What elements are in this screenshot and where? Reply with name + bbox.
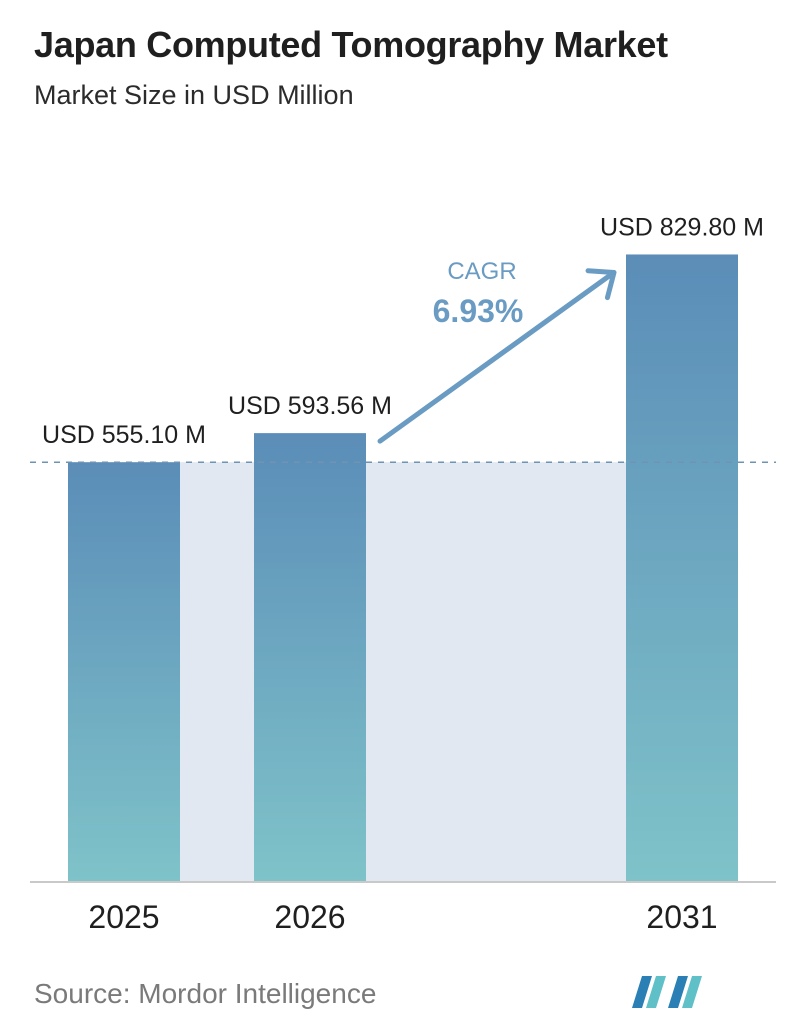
x-tick-2031: 2031 (646, 899, 717, 935)
bar-2026 (254, 433, 366, 882)
bar-chart: USD 555.10 M USD 593.56 M USD 829.80 M 202… (30, 213, 776, 935)
mordor-intelligence-logo (632, 976, 702, 1008)
cagr-label: CAGR (447, 258, 516, 285)
cagr-arrow (377, 268, 617, 444)
chart-title: Japan Computed Tomography Market (34, 24, 668, 65)
bar-2031 (626, 254, 738, 882)
data-label-2025: USD 555.10 M (42, 421, 206, 449)
data-label-2026: USD 593.56 M (228, 392, 392, 420)
bar-2025 (68, 462, 180, 882)
x-tick-2026: 2026 (274, 899, 345, 935)
chart-subtitle: Market Size in USD Million (34, 80, 354, 110)
data-label-2031: USD 829.80 M (600, 213, 764, 241)
source-text: Source: Mordor Intelligence (34, 978, 377, 1009)
cagr-value: 6.93% (433, 293, 524, 329)
x-tick-2025: 2025 (88, 899, 159, 935)
